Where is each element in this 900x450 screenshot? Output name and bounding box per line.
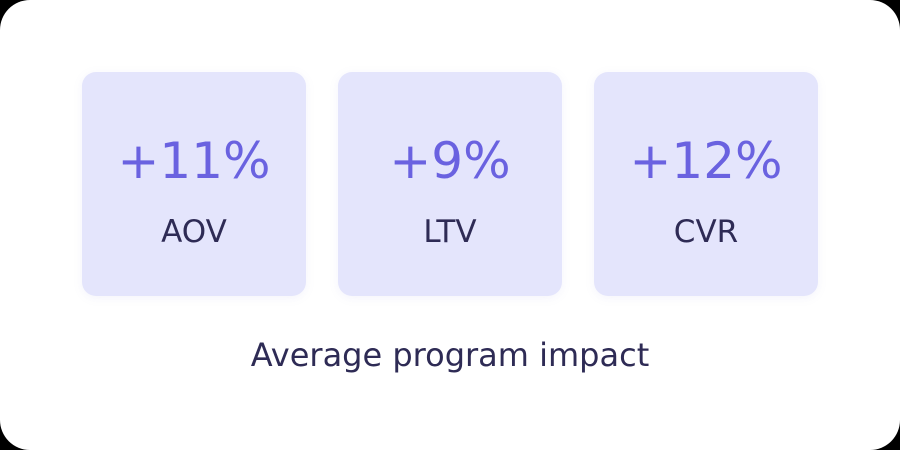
stat-card: +9% LTV bbox=[338, 72, 562, 296]
stat-label: CVR bbox=[673, 214, 739, 250]
stat-label: LTV bbox=[423, 214, 477, 250]
caption: Average program impact bbox=[250, 336, 650, 374]
stat-card: +11% AOV bbox=[82, 72, 306, 296]
stat-card: +12% CVR bbox=[594, 72, 818, 296]
stat-label: AOV bbox=[161, 214, 227, 250]
stat-value: +9% bbox=[389, 132, 511, 190]
stat-value: +11% bbox=[117, 132, 271, 190]
stat-value: +12% bbox=[629, 132, 783, 190]
